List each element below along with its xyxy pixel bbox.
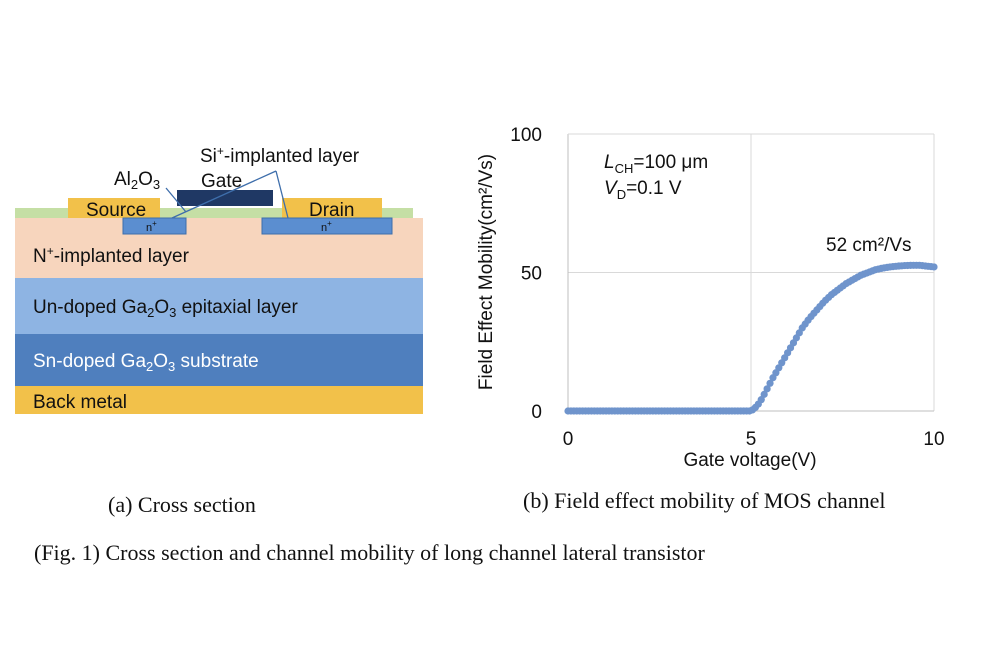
back-metal-label: Back metal	[33, 392, 127, 413]
data-point	[763, 385, 771, 393]
n-plus-left-label: n+	[146, 219, 157, 234]
x-tick-label: 5	[746, 429, 757, 450]
data-point	[930, 263, 938, 271]
drain-label: Drain	[309, 200, 354, 221]
undoped-epitaxial-layer	[15, 278, 423, 334]
data-point	[757, 396, 765, 404]
data-point	[766, 379, 774, 387]
source-label: Source	[86, 200, 146, 221]
peak-annotation: 52 cm²/Vs	[826, 235, 912, 256]
y-axis-label: Field Effect Mobility(cm²/Vs)	[476, 154, 497, 390]
x-axis-label: Gate voltage(V)	[683, 450, 816, 471]
vd-annotation: VD=0.1 V	[604, 178, 682, 202]
n-plus-right-label: n+	[321, 219, 332, 234]
y-tick-label: 0	[531, 402, 542, 423]
sn-doped-label: Sn-doped Ga2O3 substrate	[33, 351, 259, 374]
x-tick-label: 0	[563, 429, 574, 450]
n-implanted-label: N+-implanted layer	[33, 244, 190, 267]
undoped-label: Un-doped Ga2O3 epitaxial layer	[33, 297, 298, 320]
lch-annotation: LCH=100 μm	[604, 152, 708, 176]
data-point	[760, 390, 768, 398]
caption-a: (a) Cross section	[108, 492, 256, 517]
figure-caption: (Fig. 1) Cross section and channel mobil…	[34, 540, 705, 565]
si-pointer-left	[171, 170, 277, 219]
source-contact	[68, 198, 160, 218]
back-metal-layer	[15, 386, 423, 414]
al2o3-layer	[15, 208, 413, 218]
gate-label: Gate	[201, 171, 242, 192]
drain-contact	[282, 198, 382, 218]
al2o3-pointer	[165, 187, 187, 213]
si-implanted-label: Si+-implanted layer	[200, 144, 360, 167]
y-tick-label: 50	[521, 264, 542, 285]
gate-contact	[177, 190, 273, 206]
chart-points	[564, 261, 938, 415]
chart-axes	[567, 133, 935, 412]
x-tick-label: 10	[923, 429, 944, 450]
sn-doped-substrate-layer	[15, 334, 423, 386]
y-tick-label: 100	[510, 125, 542, 146]
n-plus-region-left	[122, 217, 187, 235]
n-plus-region-right	[261, 217, 393, 235]
al2o3-label: Al2O3	[114, 169, 160, 192]
caption-b: (b) Field effect mobility of MOS channel	[523, 488, 886, 513]
si-pointer-right	[275, 170, 289, 219]
